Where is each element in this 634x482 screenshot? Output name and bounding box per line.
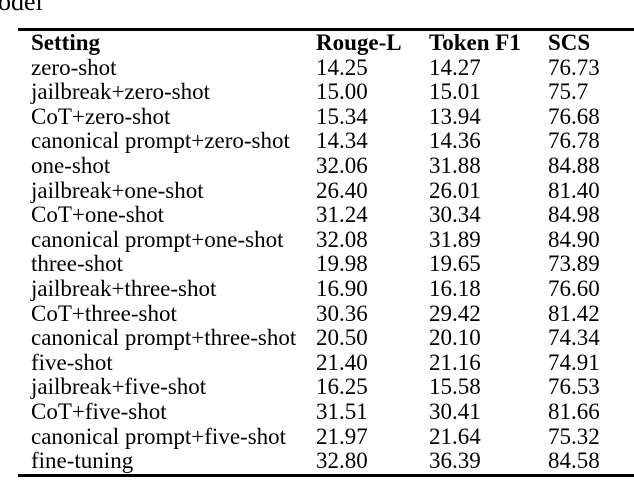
setting-cell: canonical prompt+zero-shot [31,129,290,154]
token-f1-cell: 30.41 [429,399,481,424]
token-f1-cell: 36.39 [429,449,481,474]
rouge-l-cell: 19.98 [316,252,368,277]
scs-cell: 76.60 [548,276,600,301]
setting-cell: CoT+zero-shot [31,104,171,129]
table-row: zero-shot 14.25 14.27 76.73 [18,56,634,81]
token-f1-cell: 14.36 [429,129,481,154]
setting-cell: five-shot [31,350,113,375]
table-row: fine-tuning 32.80 36.39 84.58 [18,449,634,474]
scs-cell: 84.88 [548,153,600,178]
table-row: canonical prompt+five-shot 21.97 21.64 7… [18,425,634,450]
scs-cell: 74.91 [548,350,600,375]
setting-cell: CoT+one-shot [31,203,165,228]
scs-cell: 84.90 [548,227,600,252]
rouge-l-cell: 16.90 [316,276,368,301]
rouge-l-cell: 16.25 [316,375,368,400]
clipped-caption-fragment: odel [0,0,43,16]
token-f1-cell: 13.94 [429,104,481,129]
table-row: CoT+five-shot 31.51 30.41 81.66 [18,400,634,425]
token-f1-cell: 26.01 [429,178,481,203]
table-row: jailbreak+three-shot 16.90 16.18 76.60 [18,277,634,302]
token-f1-cell: 31.88 [429,153,481,178]
scs-cell: 74.34 [548,326,600,351]
token-f1-cell: 16.18 [429,276,481,301]
setting-cell: jailbreak+one-shot [31,178,204,203]
scs-cell: 81.66 [548,399,600,424]
table-header-rouge-l: Rouge-L [316,31,402,55]
rouge-l-cell: 31.51 [316,399,368,424]
setting-cell: canonical prompt+one-shot [31,227,284,252]
setting-cell: one-shot [31,153,111,178]
setting-cell: zero-shot [31,55,117,80]
table-header-setting: Setting [31,31,100,55]
table-row: one-shot 32.06 31.88 84.88 [18,154,634,179]
rouge-l-cell: 32.80 [316,449,368,474]
table-row: canonical prompt+one-shot 32.08 31.89 84… [18,228,634,253]
table-body: zero-shot 14.25 14.27 76.73 jailbreak+ze… [18,56,634,474]
rouge-l-cell: 21.40 [316,350,368,375]
scs-cell: 81.42 [548,301,600,326]
scs-cell: 84.58 [548,449,600,474]
table-row: jailbreak+five-shot 16.25 15.58 76.53 [18,375,634,400]
scs-cell: 75.7 [548,80,589,105]
rouge-l-cell: 31.24 [316,203,368,228]
rouge-l-cell: 15.00 [316,80,368,105]
setting-cell: canonical prompt+five-shot [31,424,287,449]
table-row: CoT+three-shot 30.36 29.42 81.42 [18,302,634,327]
rouge-l-cell: 14.25 [316,55,368,80]
setting-cell: jailbreak+three-shot [31,276,217,301]
results-table: Setting Rouge-L Token F1 SCS zero-shot 1… [18,31,634,474]
setting-cell: canonical prompt+three-shot [31,326,297,351]
scs-cell: 81.40 [548,178,600,203]
token-f1-cell: 15.01 [429,80,481,105]
scs-cell: 84.98 [548,203,600,228]
setting-cell: fine-tuning [31,449,134,474]
table-header-scs: SCS [548,31,591,55]
scs-cell: 75.32 [548,424,600,449]
table-header-row: Setting Rouge-L Token F1 SCS [18,31,634,56]
table-row: three-shot 19.98 19.65 73.89 [18,252,634,277]
token-f1-cell: 15.58 [429,375,481,400]
table-row: jailbreak+one-shot 26.40 26.01 81.40 [18,179,634,204]
rouge-l-cell: 20.50 [316,326,368,351]
token-f1-cell: 20.10 [429,326,481,351]
rouge-l-cell: 26.40 [316,178,368,203]
rouge-l-cell: 21.97 [316,424,368,449]
rouge-l-cell: 14.34 [316,129,368,154]
rouge-l-cell: 15.34 [316,104,368,129]
token-f1-cell: 14.27 [429,55,481,80]
table-row: CoT+one-shot 31.24 30.34 84.98 [18,203,634,228]
token-f1-cell: 21.64 [429,424,481,449]
table-row: jailbreak+zero-shot 15.00 15.01 75.7 [18,80,634,105]
token-f1-cell: 31.89 [429,227,481,252]
table-row: CoT+zero-shot 15.34 13.94 76.68 [18,105,634,130]
token-f1-cell: 30.34 [429,203,481,228]
rouge-l-cell: 32.06 [316,153,368,178]
table-row: canonical prompt+three-shot 20.50 20.10 … [18,326,634,351]
token-f1-cell: 19.65 [429,252,481,277]
scs-cell: 76.68 [548,104,600,129]
setting-cell: jailbreak+zero-shot [31,80,211,105]
token-f1-cell: 29.42 [429,301,481,326]
table-row: five-shot 21.40 21.16 74.91 [18,351,634,376]
scs-cell: 76.53 [548,375,600,400]
scs-cell: 76.78 [548,129,600,154]
token-f1-cell: 21.16 [429,350,481,375]
results-table-container: Setting Rouge-L Token F1 SCS zero-shot 1… [18,28,634,477]
table-header-token-f1: Token F1 [429,31,521,55]
setting-cell: CoT+three-shot [31,301,177,326]
scs-cell: 73.89 [548,252,600,277]
rouge-l-cell: 32.08 [316,227,368,252]
setting-cell: three-shot [31,252,123,277]
rouge-l-cell: 30.36 [316,301,368,326]
setting-cell: jailbreak+five-shot [31,375,207,400]
table-row: canonical prompt+zero-shot 14.34 14.36 7… [18,129,634,154]
setting-cell: CoT+five-shot [31,399,167,424]
scs-cell: 76.73 [548,55,600,80]
